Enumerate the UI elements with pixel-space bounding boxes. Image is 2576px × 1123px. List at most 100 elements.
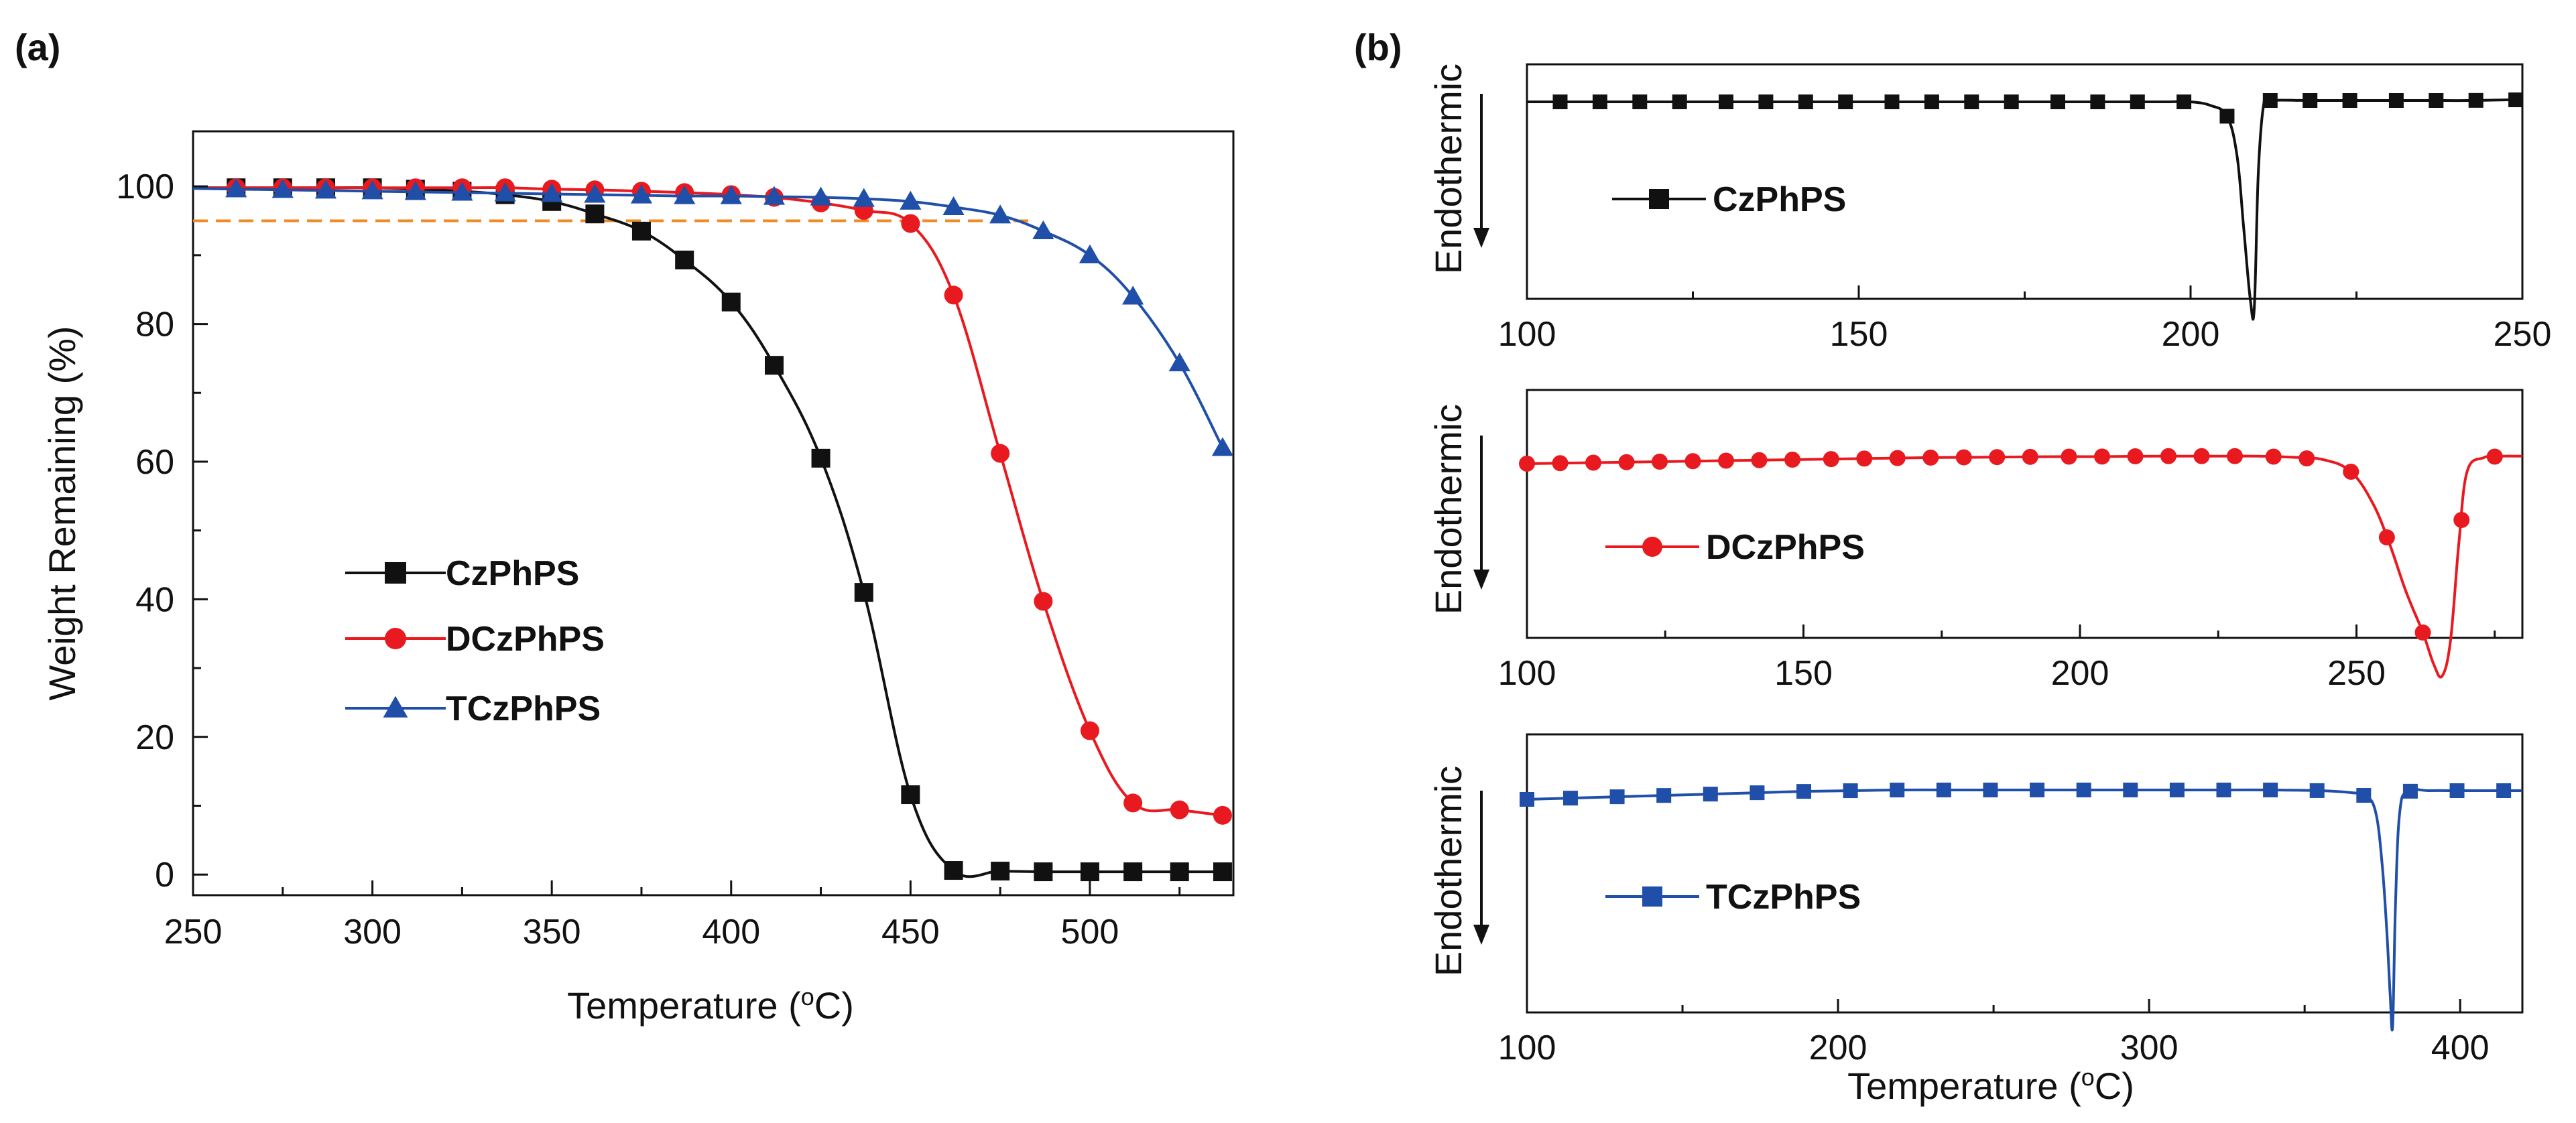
data-point-czphps xyxy=(1964,94,1979,109)
series-markers-dczphps xyxy=(227,178,1232,825)
legend-marker-shape xyxy=(385,562,406,584)
data-point-czphps xyxy=(2262,93,2278,108)
data-point-tczphps xyxy=(2402,783,2418,799)
dsc-czphps-series-layer xyxy=(1526,92,2524,321)
y-tick-label: 0 xyxy=(155,856,174,895)
data-point-czphps xyxy=(1719,94,1733,109)
endothermic-arrow-1 xyxy=(1473,94,1489,248)
data-point-czphps xyxy=(1080,862,1099,882)
y-tick-label: 80 xyxy=(135,306,174,344)
tga-y-axis-ticks: 0 20 40 60 80 100 xyxy=(116,168,208,895)
data-point-tczphps xyxy=(494,182,516,202)
data-point-tczphps xyxy=(2076,783,2091,797)
tga-y-axis-title: Weight Remaining (%) xyxy=(41,326,83,700)
dsc-x-axis-title: Temperature (oC) xyxy=(1847,1063,2134,1108)
data-point-dczphps xyxy=(2414,624,2431,641)
legend-marker-czphps xyxy=(385,562,406,584)
data-point-tczphps xyxy=(2263,783,2278,797)
endothermic-arrow-3 xyxy=(1473,791,1489,945)
data-point-dczphps xyxy=(2160,448,2176,464)
data-point-czphps xyxy=(1034,862,1053,882)
arrow-down-icon xyxy=(1473,570,1489,590)
data-point-tczphps xyxy=(674,185,696,204)
x-tick-label: 400 xyxy=(2431,1029,2490,1067)
data-point-tczphps xyxy=(2169,783,2185,797)
data-point-dczphps xyxy=(1213,805,1232,825)
data-point-czphps xyxy=(2303,93,2318,108)
tga-plot-frame xyxy=(192,130,1235,897)
data-point-czphps xyxy=(854,583,873,602)
legend-label-dczphps: DCzPhPS xyxy=(446,620,605,659)
data-point-tczphps xyxy=(584,184,606,203)
arrow-down-icon xyxy=(1473,925,1489,945)
data-point-tczphps xyxy=(451,182,473,201)
data-point-dczphps xyxy=(2298,450,2315,467)
data-point-czphps xyxy=(2176,94,2192,109)
dsc-tczphps-chart: 100 200 300 400 Endothermic TCzPhPS Tempera… xyxy=(1427,733,2524,1108)
series-line-czphps xyxy=(1526,96,2523,321)
x-tick-label: 150 xyxy=(1830,315,1888,354)
data-point-czphps xyxy=(1170,862,1189,882)
data-point-dczphps xyxy=(1652,454,1668,470)
data-point-czphps xyxy=(1123,862,1143,882)
data-point-dczphps xyxy=(2343,464,2359,480)
legend-label-tczphps: TCzPhPS xyxy=(446,689,601,728)
dsc-czphps-y-axis-title: Endothermic xyxy=(1427,64,1469,274)
arrow-down-icon xyxy=(1473,228,1489,248)
data-point-tczphps xyxy=(900,190,922,210)
x-tick-label: 100 xyxy=(1498,654,1556,693)
data-point-czphps xyxy=(2130,94,2145,109)
legend-marker-tczphps-dsc xyxy=(1642,886,1662,907)
y-tick-label: 40 xyxy=(135,580,174,619)
x-tick-label: 200 xyxy=(1809,1029,1867,1067)
data-point-tczphps xyxy=(1750,785,1765,801)
data-point-czphps xyxy=(991,862,1010,881)
data-point-tczphps xyxy=(763,186,786,205)
data-point-tczphps xyxy=(2356,788,2372,803)
data-point-czphps xyxy=(585,204,605,224)
dsc-tczphps-legend: TCzPhPS xyxy=(1605,878,1861,917)
data-point-dczphps xyxy=(2094,448,2110,465)
data-point-tczphps xyxy=(1609,789,1625,805)
data-point-dczphps xyxy=(2265,448,2282,465)
legend-entry-tczphps: TCzPhPS xyxy=(345,689,601,728)
data-point-czphps xyxy=(2429,93,2444,108)
data-point-czphps xyxy=(1592,94,1607,109)
data-point-tczphps xyxy=(853,188,875,207)
data-point-czphps xyxy=(2090,94,2105,109)
legend-label-czphps-dsc: CzPhPS xyxy=(1713,180,1846,219)
data-point-dczphps xyxy=(1519,456,1535,472)
data-point-dczphps xyxy=(1955,449,1972,466)
x-tick-label: 450 xyxy=(881,913,940,951)
data-point-czphps xyxy=(1758,94,1774,109)
series-line-dczphps xyxy=(193,186,1223,817)
tga-chart: 250 300 350 400 450 500 0 20 40 60 80 100 Temperat… xyxy=(41,130,1235,1027)
data-point-tczphps xyxy=(1079,244,1101,263)
legend-marker-shape xyxy=(1649,189,1669,209)
data-point-czphps xyxy=(2508,92,2524,107)
tga-x-axis-title: Temperature (oC) xyxy=(567,983,854,1027)
data-point-tczphps xyxy=(271,179,294,198)
series-markers-tczphps xyxy=(225,178,1234,456)
dsc-dczphps-legend: DCzPhPS xyxy=(1605,528,1865,567)
legend-label-tczphps-dsc: TCzPhPS xyxy=(1706,878,1861,917)
legend-marker-shape xyxy=(1642,537,1662,557)
legend-marker-shape xyxy=(385,628,406,649)
data-point-tczphps xyxy=(1520,792,1534,807)
data-point-tczphps xyxy=(1168,352,1190,372)
tga-x-axis-ticks: 250 300 350 400 450 500 xyxy=(164,880,1181,951)
data-point-tczphps xyxy=(1211,437,1234,456)
data-point-tczphps xyxy=(1890,783,1905,798)
legend-marker-shape xyxy=(1642,886,1662,907)
series-line-czphps xyxy=(193,186,1223,878)
data-point-dczphps xyxy=(1856,450,1873,467)
dsc-czphps-x-axis-ticks: 100 150 200 250 xyxy=(1498,285,2552,354)
y-tick-label: 60 xyxy=(135,443,174,482)
x-tick-label: 250 xyxy=(2494,315,2552,354)
data-point-tczphps xyxy=(2309,783,2325,798)
legend-marker-dczphps-dsc xyxy=(1642,537,1662,557)
data-point-dczphps xyxy=(1170,800,1189,819)
data-point-dczphps xyxy=(1989,449,2006,466)
data-point-czphps xyxy=(944,861,963,880)
